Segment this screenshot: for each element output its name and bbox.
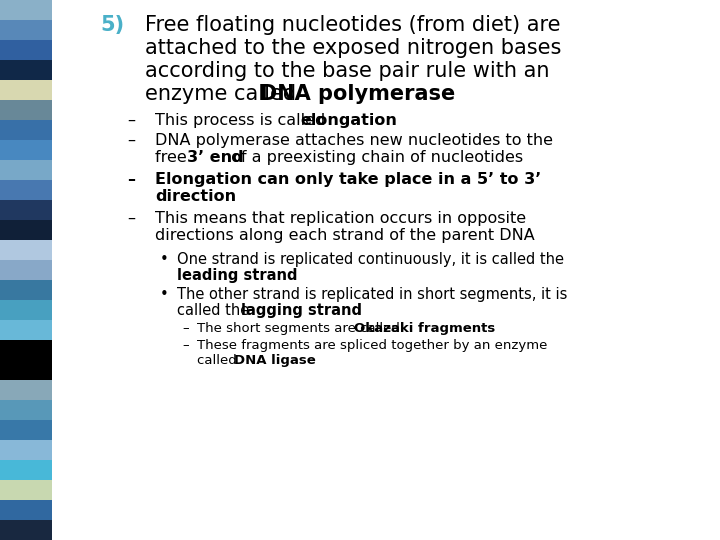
Bar <box>0 400 52 420</box>
Bar <box>0 440 52 460</box>
Bar <box>0 280 52 300</box>
Bar <box>0 100 52 120</box>
Bar <box>0 140 52 160</box>
Text: –: – <box>182 339 189 352</box>
Text: •: • <box>160 287 168 302</box>
Text: The short segments are called: The short segments are called <box>197 322 404 335</box>
Bar <box>0 200 52 220</box>
Bar <box>0 160 52 180</box>
Text: 5): 5) <box>100 15 124 35</box>
Text: –: – <box>127 113 135 128</box>
Text: One strand is replicated continuously, it is called the: One strand is replicated continuously, i… <box>177 252 564 267</box>
Text: enzyme called: enzyme called <box>145 84 302 104</box>
Bar <box>0 180 52 200</box>
Bar <box>0 340 52 360</box>
Text: of a preexisting chain of nucleotides: of a preexisting chain of nucleotides <box>227 150 523 165</box>
Text: elongation: elongation <box>300 113 397 128</box>
Text: –: – <box>127 172 135 187</box>
Bar <box>0 240 52 260</box>
Bar <box>0 20 52 40</box>
Bar <box>0 300 52 320</box>
Text: Elongation can only take place in a 5’ to 3’: Elongation can only take place in a 5’ t… <box>155 172 541 187</box>
Text: 3’ end: 3’ end <box>186 150 243 165</box>
Text: –: – <box>182 322 189 335</box>
Text: DNA polymerase attaches new nucleotides to the: DNA polymerase attaches new nucleotides … <box>155 133 553 148</box>
Text: –: – <box>127 133 135 148</box>
Bar <box>0 420 52 440</box>
Text: This means that replication occurs in opposite: This means that replication occurs in op… <box>155 211 526 226</box>
Bar <box>0 320 52 340</box>
Bar <box>0 60 52 80</box>
Text: •: • <box>160 252 168 267</box>
Bar <box>0 520 52 540</box>
Text: –: – <box>127 211 135 226</box>
Text: This process is called: This process is called <box>155 113 330 128</box>
Text: lagging strand: lagging strand <box>240 303 361 318</box>
Text: direction: direction <box>155 189 236 204</box>
Bar <box>0 480 52 500</box>
Text: leading strand: leading strand <box>177 268 297 283</box>
Bar <box>0 460 52 480</box>
Text: directions along each strand of the parent DNA: directions along each strand of the pare… <box>155 228 535 243</box>
Bar <box>0 120 52 140</box>
Text: according to the base pair rule with an: according to the base pair rule with an <box>145 61 549 81</box>
Text: DNA ligase: DNA ligase <box>233 354 315 367</box>
Text: called the: called the <box>177 303 254 318</box>
Bar <box>0 360 52 380</box>
Text: attached to the exposed nitrogen bases: attached to the exposed nitrogen bases <box>145 38 562 58</box>
Text: The other strand is replicated in short segments, it is: The other strand is replicated in short … <box>177 287 567 302</box>
Text: Free floating nucleotides (from diet) are: Free floating nucleotides (from diet) ar… <box>145 15 560 35</box>
Bar <box>0 220 52 240</box>
Bar <box>0 260 52 280</box>
Text: called: called <box>197 354 241 367</box>
Text: These fragments are spliced together by an enzyme: These fragments are spliced together by … <box>197 339 547 352</box>
Bar <box>0 40 52 60</box>
Bar <box>0 380 52 400</box>
Bar <box>0 80 52 100</box>
Bar <box>0 0 52 20</box>
Text: free: free <box>155 150 192 165</box>
Bar <box>0 500 52 520</box>
Text: DNA polymerase: DNA polymerase <box>261 84 456 104</box>
Text: Okazaki fragments: Okazaki fragments <box>354 322 495 335</box>
